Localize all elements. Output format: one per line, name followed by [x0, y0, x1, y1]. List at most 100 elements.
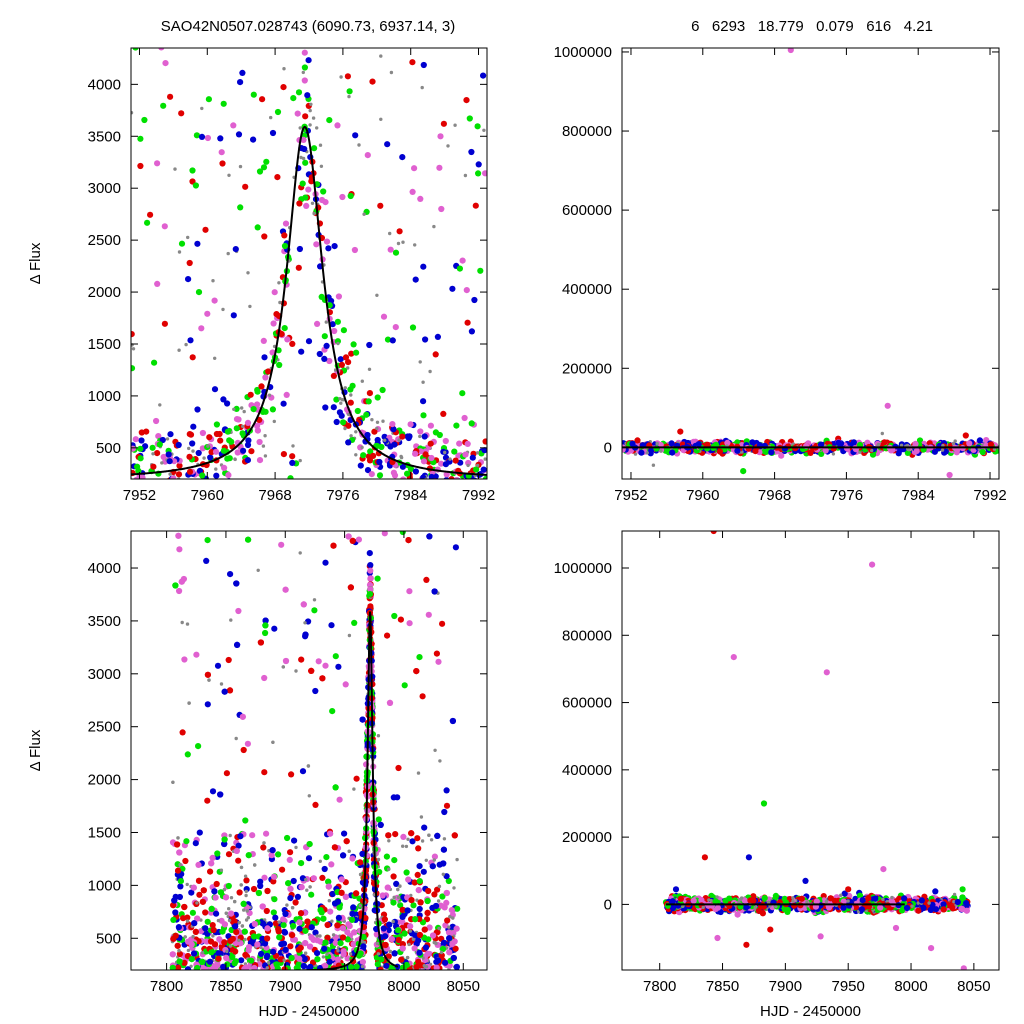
point-blue [443, 787, 450, 794]
point-blue [185, 276, 192, 283]
point-red [192, 928, 199, 936]
point-green [454, 905, 461, 912]
point-magenta [223, 954, 230, 962]
point-blue [325, 245, 332, 252]
point-grey [360, 445, 364, 450]
point-grey [391, 919, 395, 924]
point-red [343, 838, 350, 845]
point-magenta [449, 941, 456, 948]
point-grey [455, 491, 458, 494]
point-grey [178, 862, 182, 867]
point-magenta [411, 165, 418, 172]
point-blue [211, 888, 218, 895]
point-green [376, 472, 384, 479]
point-magenta [406, 620, 413, 627]
point-green [137, 135, 144, 142]
point-green [250, 91, 257, 98]
point-blue [468, 148, 475, 156]
point-grey [880, 431, 884, 436]
point-grey [443, 450, 447, 455]
point-magenta [310, 875, 317, 882]
point-magenta [154, 160, 161, 167]
point-grey [195, 901, 199, 905]
point-blue [171, 897, 178, 904]
point-green [445, 877, 452, 885]
point-blue [413, 940, 420, 947]
data-points [622, 48, 999, 479]
point-blue [412, 468, 419, 475]
point-green [269, 406, 276, 413]
point-blue [175, 499, 181, 505]
point-blue [932, 888, 939, 895]
point-red [408, 830, 415, 837]
point-magenta [155, 433, 162, 440]
point-green [378, 956, 385, 963]
point-grey [419, 815, 424, 819]
point-red [324, 921, 331, 929]
point-magenta [161, 223, 168, 230]
point-blue [386, 486, 392, 492]
point-grey [160, 461, 164, 465]
point-grey [358, 904, 362, 908]
point-grey [429, 838, 434, 842]
point-red [186, 453, 193, 460]
point-blue [350, 904, 357, 911]
point-red [196, 891, 203, 898]
point-green [199, 472, 206, 479]
point-magenta [400, 476, 407, 479]
point-magenta [303, 202, 310, 209]
point-blue [184, 966, 192, 970]
point-magenta [301, 77, 308, 84]
point-magenta [322, 962, 329, 969]
point-blue [335, 663, 342, 670]
point-magenta [251, 964, 258, 970]
point-grey [370, 418, 374, 422]
point-red [225, 656, 232, 664]
point-red [174, 841, 181, 848]
point-magenta [443, 889, 450, 897]
point-green [250, 933, 258, 940]
point-red [279, 866, 286, 873]
point-green [284, 834, 291, 842]
point-magenta [251, 920, 258, 928]
point-magenta [442, 437, 449, 445]
point-grey [233, 457, 237, 462]
point-green [314, 956, 321, 963]
point-red [384, 632, 391, 639]
point-red [264, 935, 271, 942]
point-grey [940, 448, 945, 452]
point-red [166, 491, 172, 497]
point-red [338, 889, 345, 896]
point-grey [398, 884, 402, 888]
point-grey [187, 701, 191, 705]
point-green [177, 878, 184, 885]
point-magenta [325, 883, 332, 890]
point-green [301, 132, 308, 139]
point-blue [435, 957, 442, 964]
point-grey [413, 243, 417, 247]
point-green [334, 318, 341, 325]
point-blue [322, 404, 329, 411]
point-grey [298, 551, 302, 555]
point-grey [432, 940, 436, 945]
point-green [360, 452, 367, 459]
point-grey [246, 271, 250, 275]
point-magenta [301, 49, 308, 56]
point-magenta [463, 287, 470, 294]
point-grey [185, 882, 189, 887]
point-blue [194, 240, 201, 247]
point-red [242, 183, 249, 190]
point-blue [420, 868, 427, 875]
point-blue [187, 337, 194, 344]
point-magenta [438, 460, 445, 467]
point-blue [291, 837, 298, 844]
y-tick-label: 2500 [88, 232, 121, 249]
point-green [214, 850, 221, 857]
point-red [186, 468, 194, 475]
point-grey [261, 444, 266, 448]
point-blue [188, 889, 195, 896]
point-grey [418, 360, 422, 364]
point-grey [239, 883, 243, 887]
point-red [235, 857, 242, 864]
point-magenta [162, 60, 169, 67]
